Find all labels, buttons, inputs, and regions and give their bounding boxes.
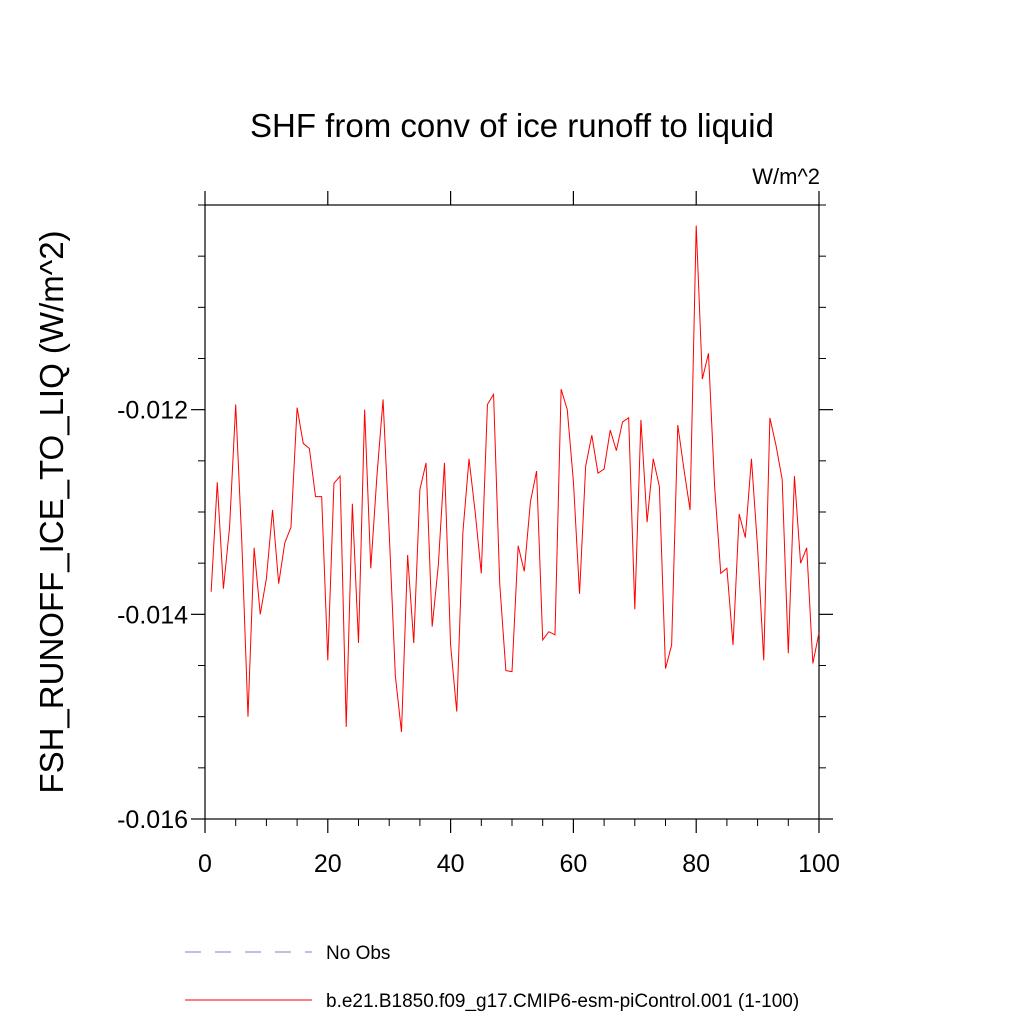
x-tick-label: 60 [559,850,587,878]
units-label: W/m^2 [752,164,820,189]
tick-labels-layer: 0 20 40 60 80 100 -0.016 -0.014 -0.012 [117,397,840,878]
x-tick-label: 80 [682,850,710,878]
legend-label-no-obs: No Obs [326,943,390,964]
x-tick-label: 40 [437,850,465,878]
x-tick-label: 100 [798,850,840,878]
legend: No Obs b.e21.B1850.f09_g17.CMIP6-esm-piC… [185,943,799,1012]
y-axis-label: FSH_RUNOFF_ICE_TO_LIQ (W/m^2) [33,230,70,793]
plot-frame [204,204,820,820]
y-tick-label: -0.014 [117,601,188,629]
x-tick-label: 0 [198,850,212,878]
x-tick-label: 20 [314,850,342,878]
y-tick-label: -0.016 [117,806,188,834]
ticks-layer [191,191,833,833]
series-line [210,225,820,733]
series-layer [210,225,820,733]
chart-title: SHF from conv of ice runoff to liquid [250,107,774,144]
y-tick-label: -0.012 [117,397,188,425]
legend-label-model-run: b.e21.B1850.f09_g17.CMIP6-esm-piControl.… [326,991,799,1012]
